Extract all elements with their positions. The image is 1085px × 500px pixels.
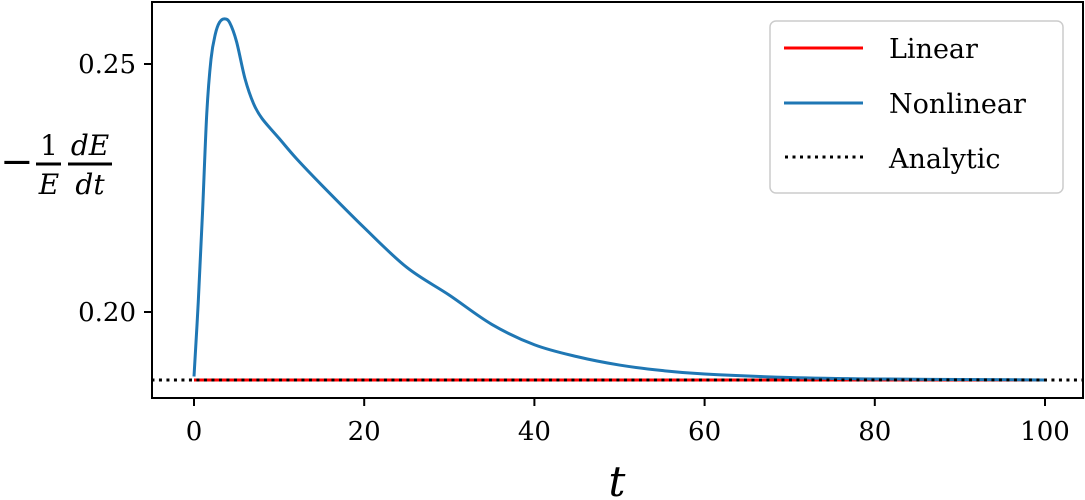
y-label-den1: E <box>38 168 59 201</box>
x-tick-label: 40 <box>518 417 551 447</box>
series-line-nonlinear <box>192 17 1046 382</box>
legend-box <box>769 20 1064 194</box>
y-label-minus: − <box>0 139 34 185</box>
x-tick-label: 60 <box>688 417 721 447</box>
x-tick-label: 20 <box>348 417 381 447</box>
y-label-num2: dE <box>71 129 109 162</box>
y-tick-label: 0.25 <box>78 50 136 80</box>
legend-label-nonlinear: Nonlinear <box>889 89 1026 120</box>
x-axis-ticks: 0 20 40 60 80 100 <box>186 398 1070 447</box>
plot-lines <box>152 17 1083 382</box>
legend-entry-analytic: Analytic <box>785 144 1000 175</box>
legend-label-analytic: Analytic <box>888 144 1000 175</box>
y-axis-label: − 1 E dE dt <box>0 129 112 201</box>
y-label-num1: 1 <box>40 129 58 162</box>
y-label-den2: dt <box>75 168 105 201</box>
y-axis-ticks: 0.20 0.25 <box>78 50 152 328</box>
x-axis-label: t <box>609 457 626 500</box>
legend-entry-linear: Linear <box>784 34 978 65</box>
axes-frame <box>151 1 1084 399</box>
x-tick-label: 0 <box>186 417 203 447</box>
legend: Linear Nonlinear Analytic <box>769 20 1064 194</box>
x-tick-label: 80 <box>858 417 891 447</box>
legend-label-linear: Linear <box>889 34 978 65</box>
y-tick-label: 0.20 <box>78 298 136 328</box>
x-tick-label: 100 <box>1020 417 1070 447</box>
legend-entry-nonlinear: Nonlinear <box>784 89 1026 120</box>
